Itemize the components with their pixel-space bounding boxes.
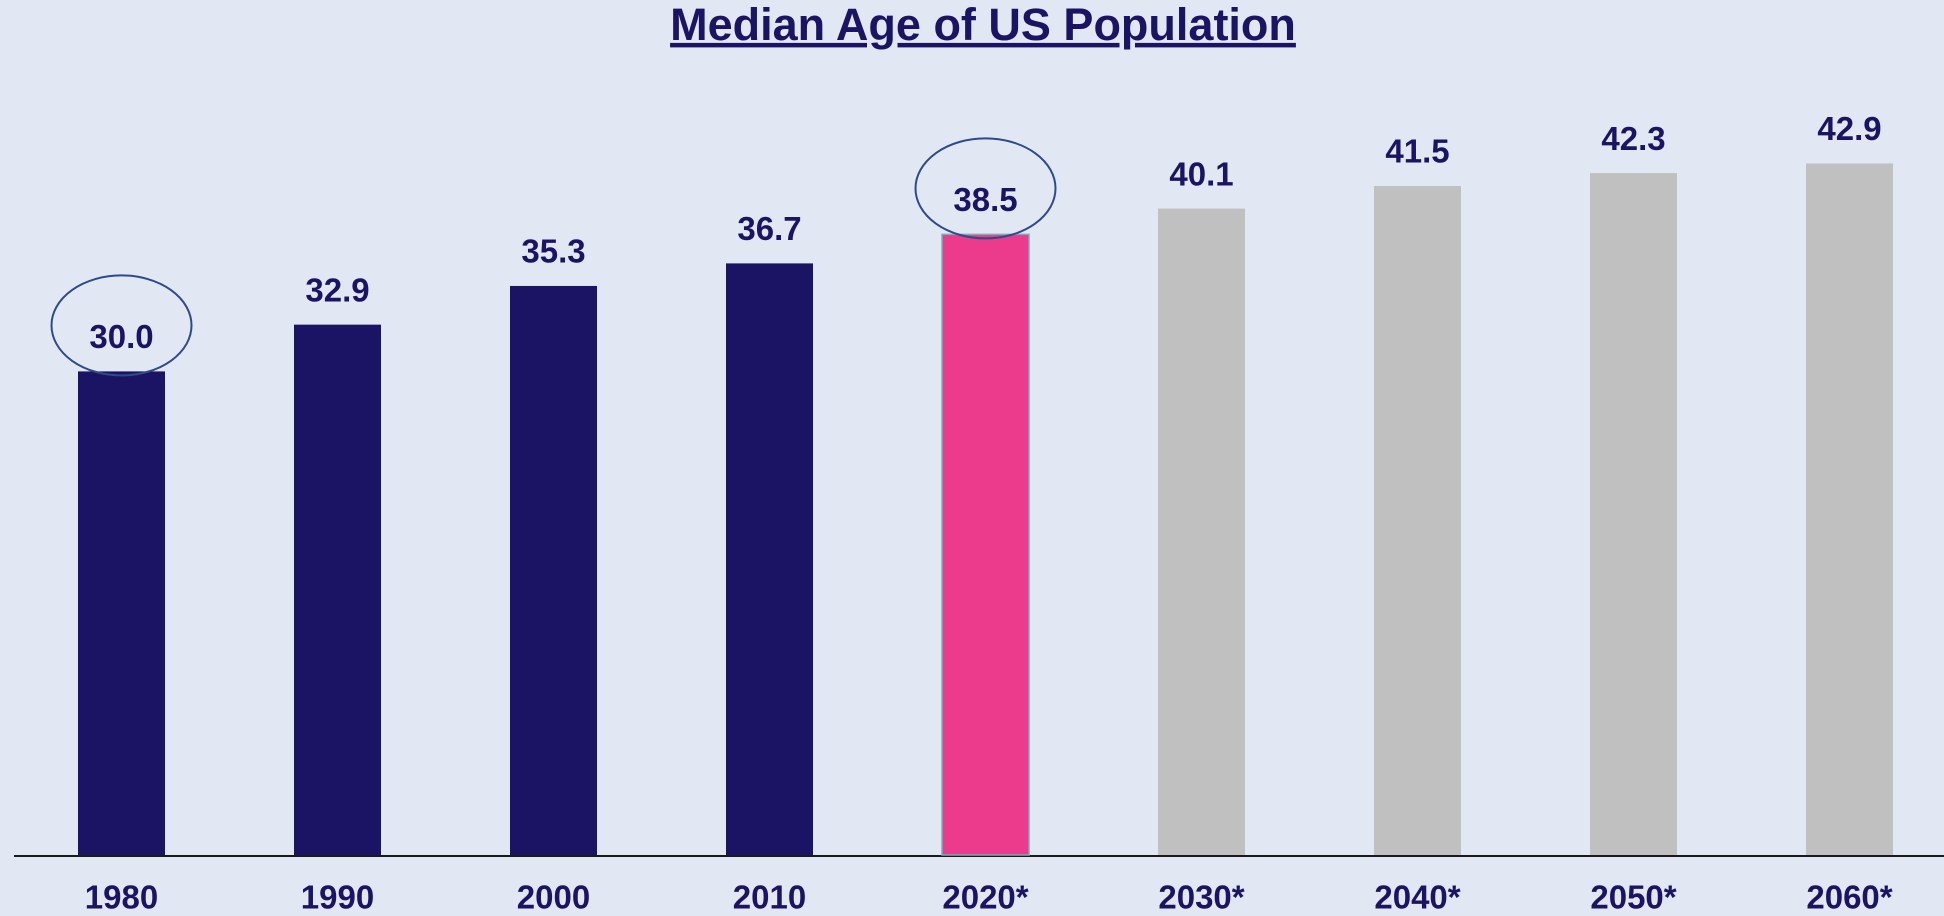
data-label: 30.0	[89, 318, 153, 355]
data-label: 42.9	[1817, 110, 1881, 147]
bar	[726, 263, 813, 855]
x-tick-label: 2000	[517, 879, 590, 916]
highlight-ellipse	[914, 137, 1057, 240]
x-tick-label: 2020*	[942, 879, 1028, 916]
bar	[78, 371, 165, 855]
bar	[1590, 173, 1677, 855]
x-tick-label: 2030*	[1158, 879, 1244, 916]
data-label: 32.9	[305, 271, 369, 308]
x-tick-label: 2060*	[1806, 879, 1892, 916]
data-label: 42.3	[1601, 120, 1665, 157]
data-label: 35.3	[521, 233, 585, 270]
data-label: 40.1	[1169, 155, 1233, 192]
x-tick-label: 2050*	[1590, 879, 1676, 916]
bar	[1806, 163, 1893, 855]
bar	[294, 324, 381, 856]
bar	[1158, 208, 1245, 855]
highlight-ellipse	[50, 274, 193, 377]
bar	[941, 233, 1030, 856]
x-tick-label: 1990	[301, 879, 374, 916]
x-tick-label: 1980	[85, 879, 158, 916]
bar	[1374, 186, 1461, 855]
x-tick-label: 2010	[733, 879, 806, 916]
x-tick-label: 2040*	[1374, 879, 1460, 916]
data-label: 41.5	[1385, 133, 1449, 170]
data-label: 38.5	[953, 181, 1017, 218]
chart-title: Median Age of US Population	[670, 0, 1296, 50]
data-label: 36.7	[737, 210, 801, 247]
bar	[510, 285, 597, 855]
